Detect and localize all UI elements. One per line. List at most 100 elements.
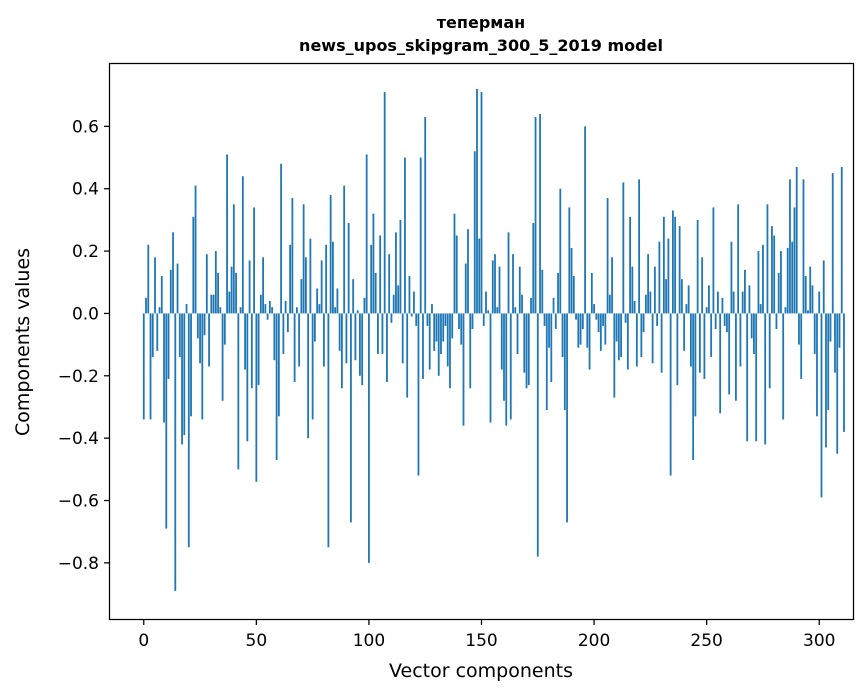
bar-161 [505,313,508,426]
bar-202 [597,313,600,333]
bar-208 [611,257,613,314]
bar-263 [735,313,737,401]
bar-48 [250,313,253,389]
bar-90 [345,313,348,364]
bar-138 [453,213,456,314]
bar-84 [332,241,334,314]
bar-27 [203,313,206,336]
bar-73 [307,313,310,439]
x-tick-label-1: 50 [246,631,268,651]
bar-207 [608,294,611,314]
bar-304 [827,313,830,411]
bar-131 [437,313,440,376]
bar-281 [775,313,778,330]
bar-56 [268,300,271,314]
bar-145 [469,313,472,389]
bar-230 [660,313,663,373]
bar-269 [748,285,751,314]
bar-158 [498,266,501,314]
bar-229 [658,241,661,314]
bar-216 [629,216,631,314]
x-tick-label-6: 300 [803,631,835,651]
y-tick-label-6: 0.4 [72,180,99,200]
bar-305 [829,313,832,342]
bar-146 [471,313,474,330]
bar-272 [755,313,758,442]
bar-244 [692,313,695,460]
bar-183 [554,313,557,330]
bar-296 [809,266,812,314]
bar-5 [154,257,156,314]
bar-277 [766,204,769,314]
bar-232 [665,279,668,314]
bar-267 [744,269,746,314]
y-tick-label-3: −0.2 [58,367,99,387]
bar-101 [370,244,373,314]
bar-108 [386,313,388,383]
bar-260 [728,313,731,395]
bar-243 [689,313,692,367]
bar-289 [793,207,796,314]
bar-28 [205,254,208,314]
bar-286 [786,247,789,314]
bar-155 [491,260,494,314]
bar-2 [147,244,150,314]
bar-171 [527,313,530,386]
bar-153 [487,310,490,314]
bar-126 [426,313,429,326]
bar-177 [541,269,544,314]
bar-13 [172,232,174,314]
bar-170 [525,313,528,389]
bar-47 [248,260,251,314]
bar-89 [343,185,346,314]
bar-287 [789,179,791,314]
bar-271 [753,313,755,354]
bar-182 [552,297,555,314]
bar-278 [768,313,771,389]
bar-67 [293,313,296,383]
bar-231 [662,216,665,314]
bar-123 [419,157,422,314]
bar-162 [507,232,510,314]
bar-137 [451,313,454,339]
bar-273 [757,251,760,314]
bar-111 [392,294,395,314]
bar-86 [336,288,339,314]
bar-194 [579,313,582,345]
bar-250 [705,307,708,314]
chart-title-line2: news_upos_skipgram_300_5_2019 model [299,36,663,55]
bar-109 [388,254,391,314]
bar-103 [374,272,377,314]
bar-163 [509,313,512,420]
bar-94 [354,313,357,361]
bar-256 [719,313,722,414]
bar-72 [304,257,307,314]
bar-157 [496,307,499,314]
bar-297 [811,285,814,314]
bar-76 [313,313,316,342]
bar-77 [316,288,319,314]
bar-144 [467,229,469,314]
y-tick-label-5: 0.2 [72,242,99,262]
bar-236 [674,216,677,314]
bar-235 [671,210,674,314]
bar-152 [485,291,487,314]
bar-35 [221,313,224,401]
bar-176 [539,113,541,314]
bar-212 [620,313,622,358]
bar-198 [588,313,591,370]
bar-93 [352,279,355,314]
y-axis-ticks: −0.8 −0.6 −0.4 −0.2 0.0 0.2 0.4 0.6 [58,117,110,574]
bar-6 [156,313,159,351]
bar-12 [169,269,172,314]
bar-178 [543,313,546,326]
bar-311 [843,313,845,432]
bar-66 [291,198,294,314]
bar-26 [201,313,204,420]
bar-83 [329,194,332,314]
x-axis-label: Vector components [389,660,573,682]
bar-95 [356,310,359,314]
x-tick-label-5: 250 [690,631,722,651]
bar-31 [212,294,215,314]
bar-169 [523,313,526,373]
